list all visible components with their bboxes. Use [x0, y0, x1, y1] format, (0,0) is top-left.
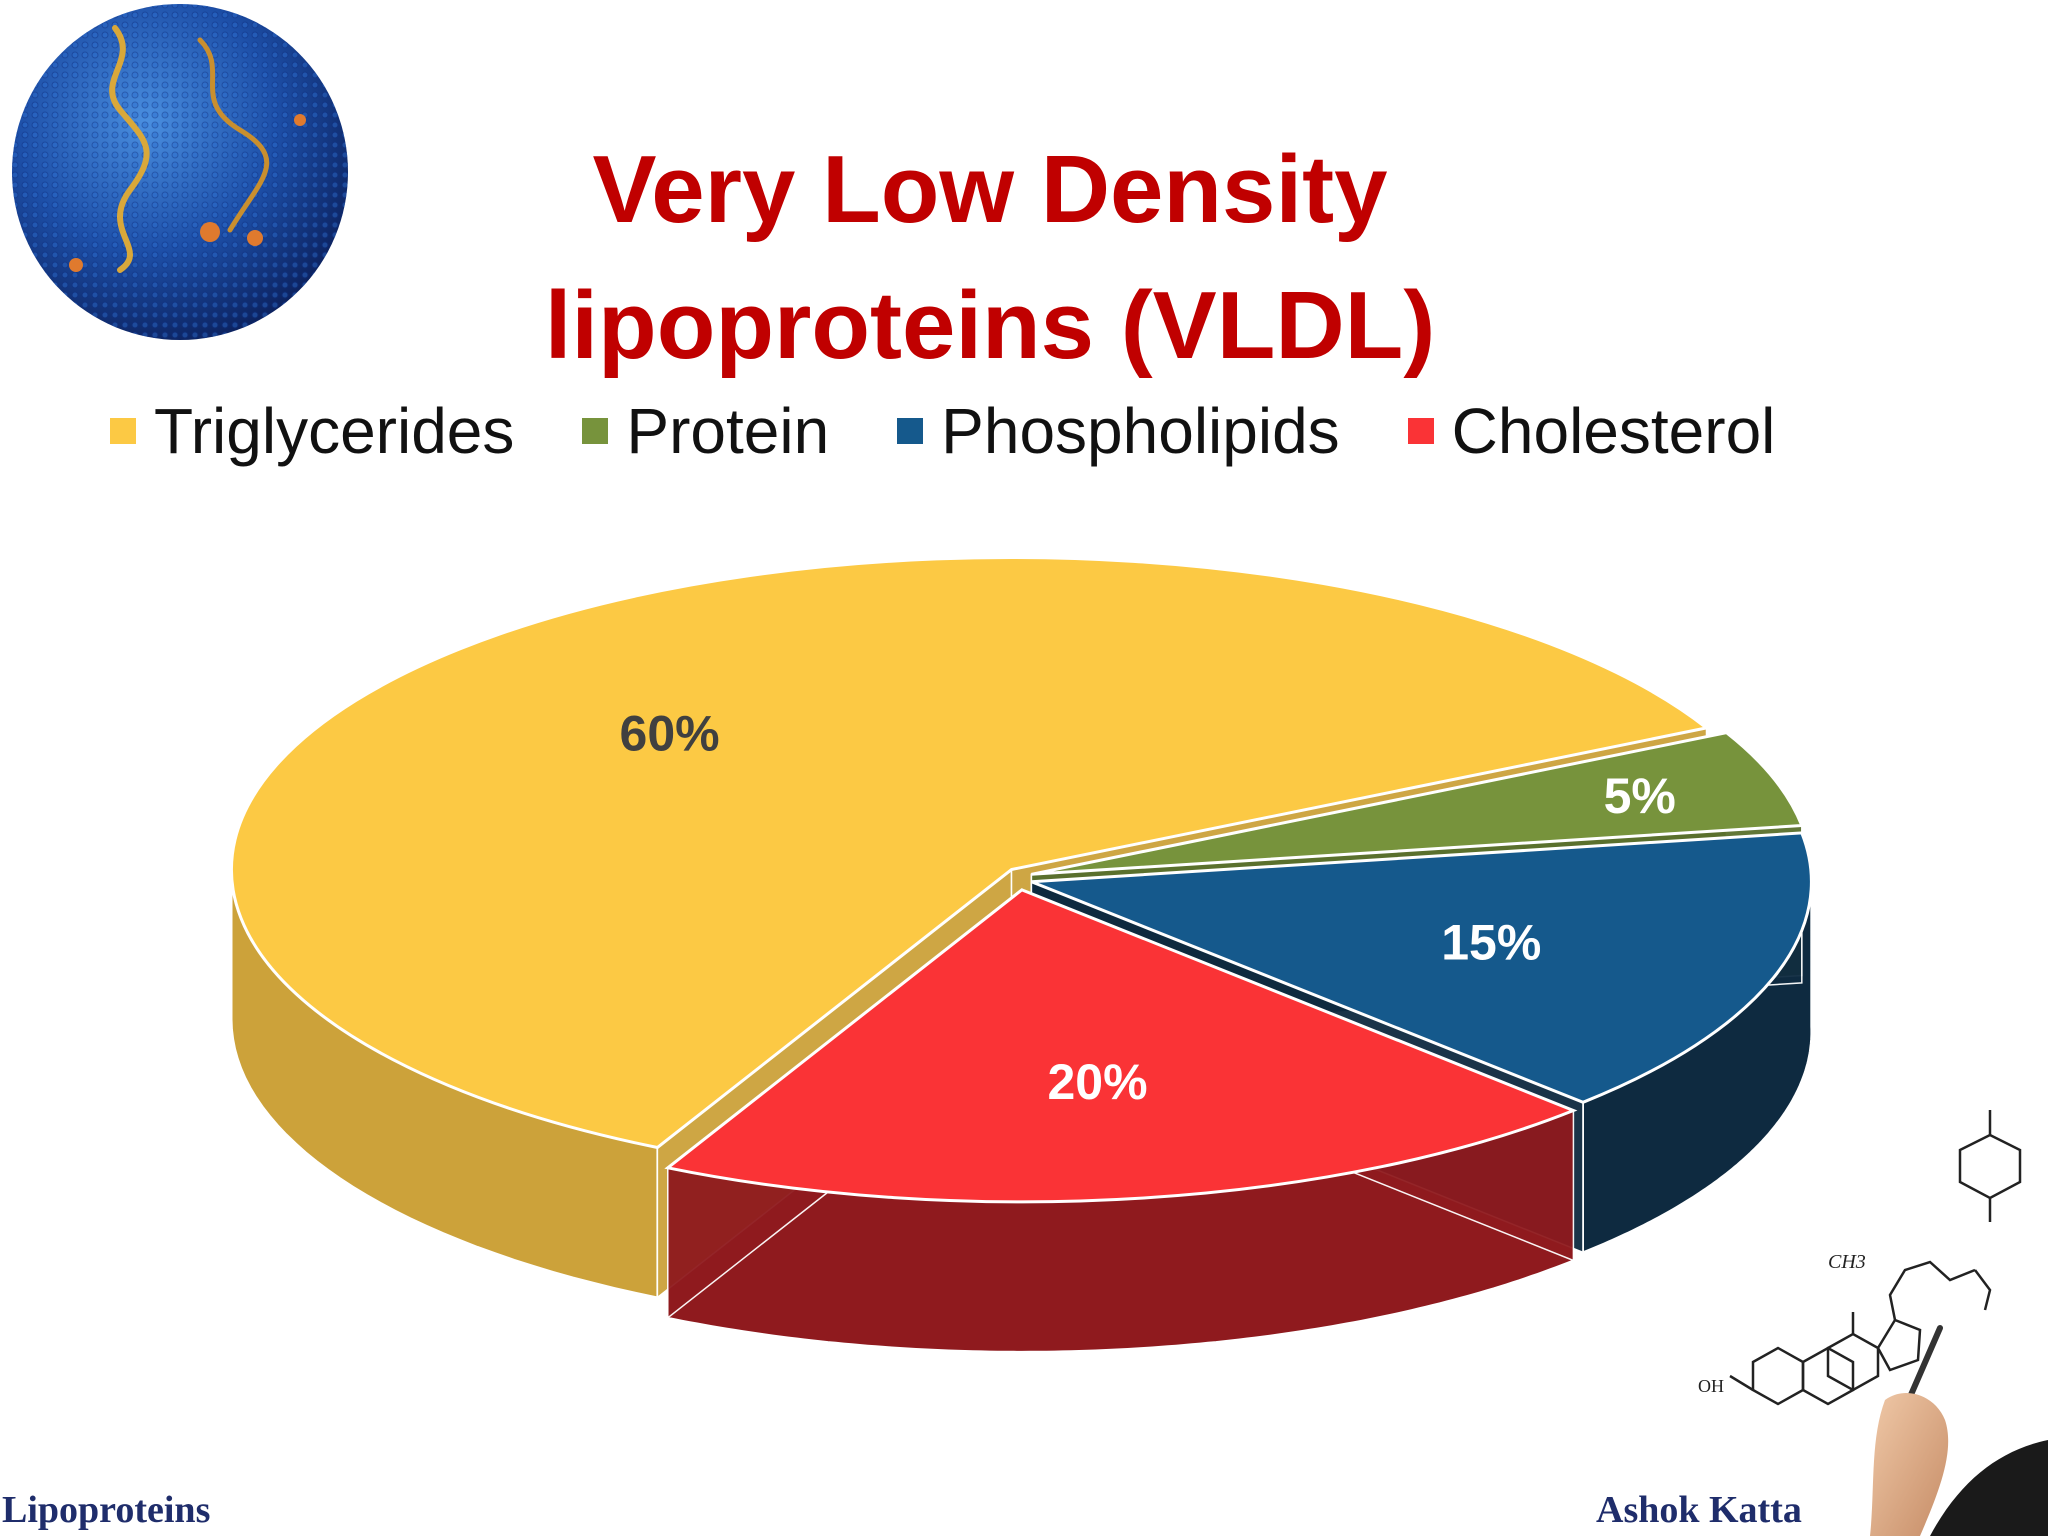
molecule-oh-label: OH	[1698, 1376, 1724, 1396]
legend-label-phospholipids: Phospholipids	[941, 395, 1340, 467]
chart-legend: Triglycerides Protein Phospholipids Chol…	[110, 386, 1843, 476]
chart-title: Very Low Density lipoproteins (VLDL)	[440, 122, 1540, 394]
hand-with-pen-icon	[1870, 1325, 2048, 1536]
legend-label-protein: Protein	[626, 395, 830, 467]
pie-slice-triglycerides	[229, 555, 1710, 1150]
legend-swatch-cholesterol	[1407, 418, 1434, 444]
legend-item-triglycerides: Triglycerides	[110, 394, 514, 468]
title-line-1: Very Low Density	[592, 136, 1388, 243]
legend-item-phospholipids: Phospholipids	[897, 394, 1340, 468]
legend-item-protein: Protein	[582, 394, 829, 468]
legend-label-cholesterol: Cholesterol	[1451, 395, 1776, 467]
footer-author: Ashok Katta	[1596, 1489, 1802, 1531]
lipoprotein-sphere-icon	[12, 4, 348, 340]
legend-swatch-protein	[582, 418, 609, 444]
pie-slice-cholesterol	[664, 888, 1578, 1204]
data-label-phospholipids: 15%	[1441, 915, 1541, 971]
data-label-triglycerides: 60%	[620, 706, 720, 762]
cholesterol-molecule-icon	[1729, 1110, 2022, 1406]
title-line-2: lipoproteins (VLDL)	[544, 272, 1436, 379]
pie-slice-protein	[1031, 730, 1804, 876]
legend-swatch-phospholipids	[897, 418, 924, 444]
legend-swatch-triglycerides	[110, 418, 136, 444]
pie-body: 60% 5% 15% 20%	[229, 555, 1813, 1353]
molecule-ch3-label: CH3	[1828, 1251, 1866, 1273]
data-label-protein: 5%	[1604, 768, 1676, 824]
pie-slice-phospholipids	[1030, 831, 1813, 1104]
legend-label-triglycerides: Triglycerides	[154, 395, 515, 467]
footer-topic: Lipoproteins	[2, 1489, 211, 1531]
legend-item-cholesterol: Cholesterol	[1407, 394, 1776, 468]
data-label-cholesterol: 20%	[1047, 1054, 1147, 1110]
